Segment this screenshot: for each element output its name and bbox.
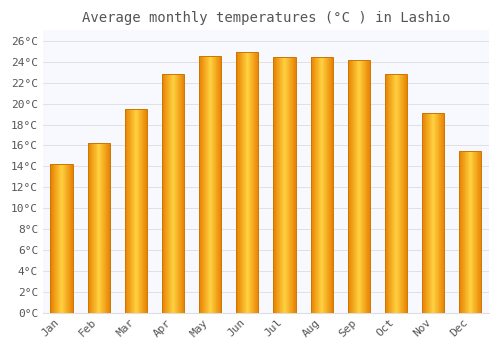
Bar	[124, 109, 147, 313]
Bar	[310, 57, 333, 313]
Bar	[459, 150, 481, 313]
Bar	[88, 143, 110, 313]
Title: Average monthly temperatures (°C ) in Lashio: Average monthly temperatures (°C ) in La…	[82, 11, 450, 25]
Bar	[348, 60, 370, 313]
Bar	[422, 113, 444, 313]
Bar	[162, 74, 184, 313]
Bar	[385, 74, 407, 313]
Bar	[50, 164, 72, 313]
Bar	[199, 56, 222, 313]
Bar	[236, 52, 258, 313]
Bar	[274, 57, 295, 313]
